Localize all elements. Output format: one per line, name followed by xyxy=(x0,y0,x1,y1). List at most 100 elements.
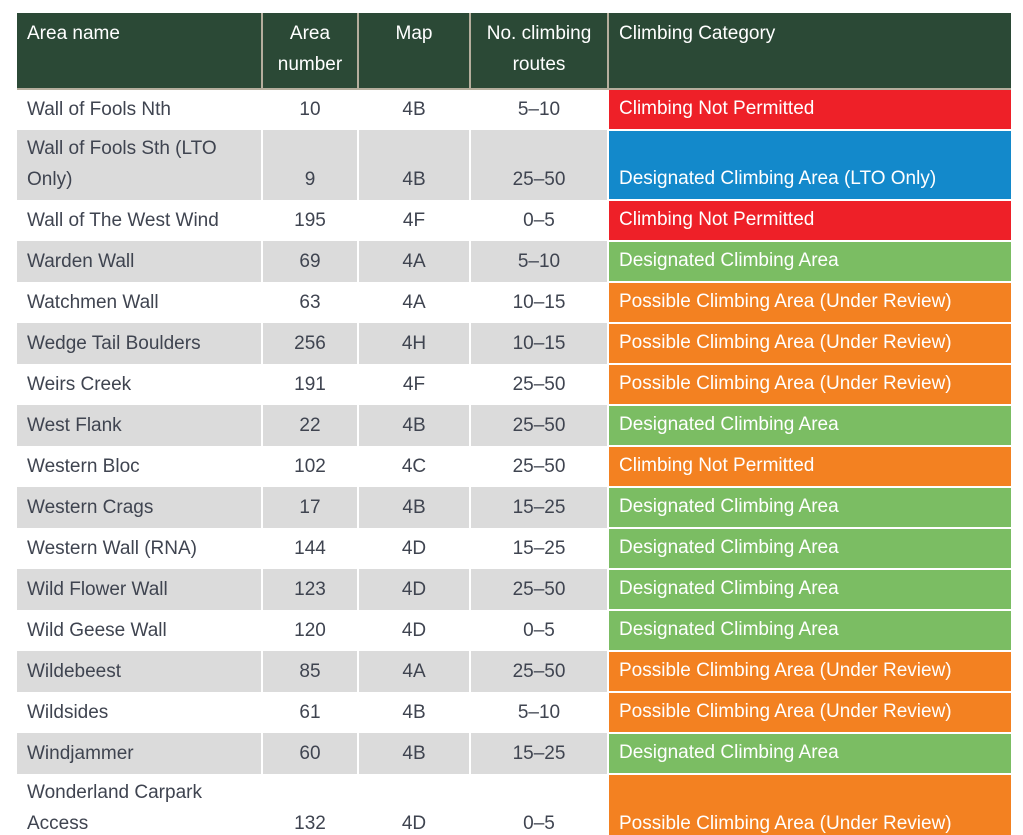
map-cell: 4B xyxy=(357,692,470,733)
area-number-cell: 17 xyxy=(261,487,358,528)
table-row: Wall of The West Wind 195 4F 0–5 Climbing No… xyxy=(17,199,1011,241)
category-badge: Possible Climbing Area (Under Review) xyxy=(607,650,1011,692)
area-name-cell: Wildsides xyxy=(27,702,109,723)
routes-cell: 25–50 xyxy=(469,569,608,610)
column-header-category: Climbing Category xyxy=(607,13,1011,90)
table-row: Wildebeest 85 4A 25–50 Possible Climbing Are… xyxy=(17,650,1011,692)
area-name-cell: Wonderland Carpark Access xyxy=(17,774,262,835)
category-badge: Designated Climbing Area xyxy=(607,609,1011,651)
table-row: Windjammer 60 4B 15–25 Designated Climbing A… xyxy=(17,732,1011,774)
table-row: Wild Geese Wall 120 4D 0–5 Designated Climbi… xyxy=(17,609,1011,651)
table-row: Watchmen Wall 63 4A 10–15 Possible Climbing … xyxy=(17,281,1011,323)
map-cell: 4B xyxy=(357,487,470,528)
area-number-cell: 22 xyxy=(261,405,358,446)
table-body: Wall of Fools Nth 10 4B 5–10 Climbing Not Pe… xyxy=(17,88,1011,835)
table-row: West Flank 22 4B 25–50 Designated Climbing A… xyxy=(17,404,1011,446)
category-badge: Designated Climbing Area xyxy=(607,527,1011,569)
column-header-area-name: Area name xyxy=(17,13,262,90)
area-number-cell: 85 xyxy=(261,651,358,692)
area-number-cell: 61 xyxy=(261,692,358,733)
area-number-cell: 123 xyxy=(261,569,358,610)
column-header-area-number: Area number xyxy=(261,13,358,90)
area-number-cell: 144 xyxy=(261,528,358,569)
area-number-cell: 9 xyxy=(261,130,358,200)
map-cell: 4A xyxy=(357,651,470,692)
routes-cell: 10–15 xyxy=(469,323,608,364)
category-badge: Designated Climbing Area xyxy=(607,240,1011,282)
category-badge: Possible Climbing Area (Under Review) xyxy=(607,363,1011,405)
area-name-cell: Warden Wall xyxy=(27,251,135,272)
map-cell: 4F xyxy=(357,364,470,405)
area-name-cell: Western Wall (RNA) xyxy=(27,538,197,559)
area-number-cell: 102 xyxy=(261,446,358,487)
table-row: Wedge Tail Boulders 256 4H 10–15 Possible Cl… xyxy=(17,322,1011,364)
routes-cell: 5–10 xyxy=(469,89,608,130)
area-number-cell: 60 xyxy=(261,733,358,774)
table-row: Western Bloc 102 4C 25–50 Climbing Not Permi… xyxy=(17,445,1011,487)
map-cell: 4C xyxy=(357,446,470,487)
table-row: Wonderland Carpark Access 132 4D 0–5 Possibl… xyxy=(17,773,1011,835)
routes-cell: 10–15 xyxy=(469,282,608,323)
column-header-map: Map xyxy=(357,13,470,90)
routes-cell: 5–10 xyxy=(469,692,608,733)
routes-cell: 15–25 xyxy=(469,487,608,528)
category-badge: Climbing Not Permitted xyxy=(607,88,1011,130)
map-cell: 4B xyxy=(357,405,470,446)
routes-cell: 5–10 xyxy=(469,241,608,282)
table-header-row: Area name Area number Map No. climbing r… xyxy=(17,13,1011,90)
climbing-areas-table: Area name Area number Map No. climbing r… xyxy=(17,13,1011,835)
map-cell: 4B xyxy=(357,89,470,130)
area-name-cell: Wedge Tail Boulders xyxy=(27,333,201,354)
table-row: Western Crags 17 4B 15–25 Designated Climbin… xyxy=(17,486,1011,528)
table-row: Wall of Fools Sth (LTO Only) 9 4B 25–50 Desi… xyxy=(17,129,1011,200)
map-cell: 4D xyxy=(357,528,470,569)
column-header-routes: No. climbing routes xyxy=(469,13,608,90)
map-cell: 4D xyxy=(357,610,470,651)
table-row: Western Wall (RNA) 144 4D 15–25 Designated C… xyxy=(17,527,1011,569)
category-badge: Possible Climbing Area (Under Review) xyxy=(607,281,1011,323)
area-name-cell: Wild Geese Wall xyxy=(27,620,167,641)
area-name-cell: Windjammer xyxy=(27,743,134,764)
area-name-cell: Watchmen Wall xyxy=(27,292,159,313)
area-name-cell: Wild Flower Wall xyxy=(27,579,168,600)
map-cell: 4A xyxy=(357,241,470,282)
map-cell: 4F xyxy=(357,200,470,241)
area-number-cell: 191 xyxy=(261,364,358,405)
map-cell: 4H xyxy=(357,323,470,364)
area-name-cell: Western Bloc xyxy=(27,456,140,477)
routes-cell: 15–25 xyxy=(469,733,608,774)
routes-cell: 25–50 xyxy=(469,405,608,446)
table-row: Wild Flower Wall 123 4D 25–50 Designated Cli… xyxy=(17,568,1011,610)
routes-cell: 25–50 xyxy=(469,364,608,405)
map-cell: 4D xyxy=(357,774,470,835)
map-cell: 4B xyxy=(357,733,470,774)
area-number-cell: 132 xyxy=(261,774,358,835)
category-badge: Designated Climbing Area xyxy=(607,568,1011,610)
routes-cell: 25–50 xyxy=(469,651,608,692)
area-name-cell: Western Crags xyxy=(27,497,154,518)
category-badge: Designated Climbing Area xyxy=(607,486,1011,528)
map-cell: 4A xyxy=(357,282,470,323)
table-row: Warden Wall 69 4A 5–10 Designated Climbing A… xyxy=(17,240,1011,282)
table-row: Wildsides 61 4B 5–10 Possible Climbing Area … xyxy=(17,691,1011,733)
area-name-cell: Weirs Creek xyxy=(27,374,132,395)
area-name-cell: Wall of Fools Nth xyxy=(27,99,171,120)
map-cell: 4B xyxy=(357,130,470,200)
category-badge: Climbing Not Permitted xyxy=(607,199,1011,241)
category-badge: Designated Climbing Area xyxy=(607,404,1011,446)
category-badge: Designated Climbing Area xyxy=(607,732,1011,774)
area-number-cell: 256 xyxy=(261,323,358,364)
table-row: Weirs Creek 191 4F 25–50 Possible Climbing A… xyxy=(17,363,1011,405)
category-badge: Possible Climbing Area (Under Review) xyxy=(607,322,1011,364)
routes-cell: 0–5 xyxy=(469,200,608,241)
map-cell: 4D xyxy=(357,569,470,610)
category-badge: Possible Climbing Area (Under Review) xyxy=(607,691,1011,733)
area-number-cell: 120 xyxy=(261,610,358,651)
area-name-cell: Wall of Fools Sth (LTO Only) xyxy=(27,138,217,190)
routes-cell: 25–50 xyxy=(469,446,608,487)
routes-cell: 0–5 xyxy=(469,610,608,651)
routes-cell: 0–5 xyxy=(469,774,608,835)
area-name-cell: Wall of The West Wind xyxy=(27,210,219,231)
routes-cell: 25–50 xyxy=(469,130,608,200)
